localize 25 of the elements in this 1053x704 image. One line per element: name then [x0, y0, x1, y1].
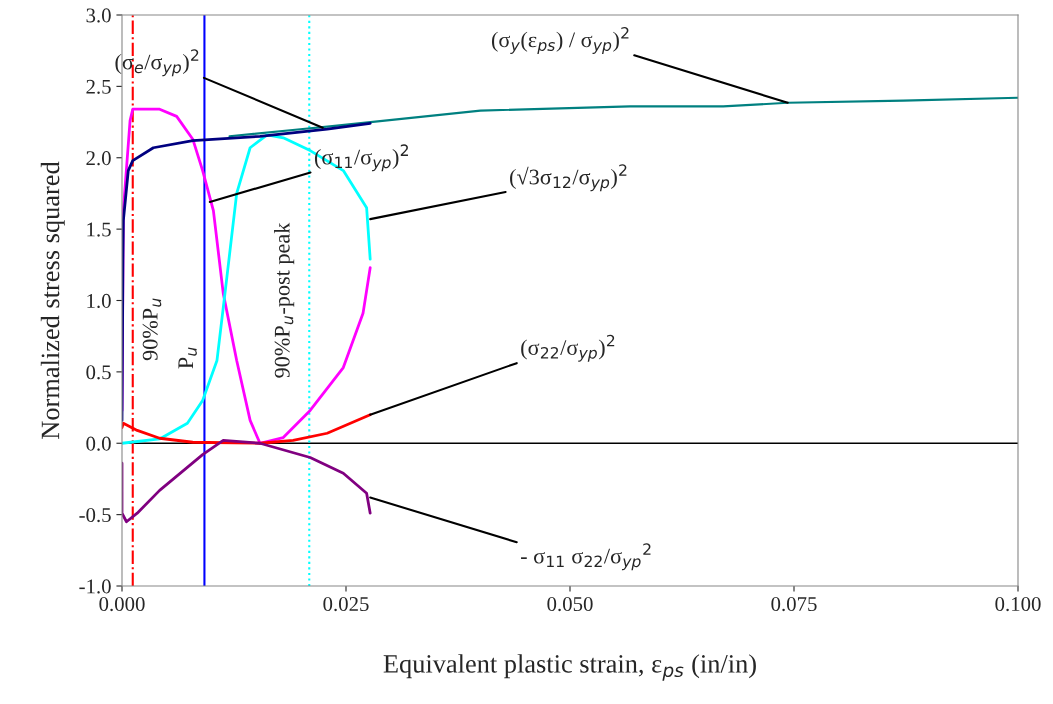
x-axis-title: Equivalent plastic strain, ε$_{ps}$ (in/in) [383, 654, 756, 681]
x-tick-label: 0.100 [995, 597, 1041, 612]
y-tick-label: 2.0 [86, 151, 111, 166]
y-tick-label: 0.5 [86, 365, 111, 380]
x-tick-label: 0.075 [771, 597, 817, 612]
y-tick-label: -1.0 [79, 579, 111, 594]
line-series [228, 96, 1018, 138]
annotation: (σ$_{e}$/σ$_{yp}$)$^{2}$ [115, 49, 199, 77]
x-tick-label: 0.025 [323, 597, 369, 612]
x-tick-label: 0.000 [99, 597, 145, 612]
y-tick-label: 0.0 [86, 436, 111, 451]
y-tick-label: 1.0 [87, 293, 111, 309]
annotation: (σ$_{y}$(ε$_{ps}$) / σ$_{yp}$)$^{2}$ [491, 27, 629, 54]
y-tick-label: -0.5 [79, 508, 111, 523]
y-tick-label: 1.5 [87, 222, 111, 237]
y-tick-label: 3.0 [86, 8, 111, 23]
y-tick-label: 2.5 [86, 79, 111, 94]
ref-line-label: P$_{u}$ [178, 347, 197, 369]
ref-line-label: 90%P$_{u}$ [142, 298, 162, 361]
ref-line-label: 90%P$_{u}$-post peak [274, 222, 295, 378]
x-tick-label: 0.050 [547, 597, 593, 612]
annotation: (√3σ$_{12}$/σ$_{yp}$)$^{2}$ [510, 164, 627, 192]
annotation: (σ$_{22}$/σ$_{yp}$)$^{2}$ [521, 334, 615, 362]
annotation: - σ$_{11}$ σ$_{22}$/σ$_{yp}$$^{2}$ [521, 543, 651, 571]
y-axis-title: Normalized stress squared [40, 161, 65, 439]
